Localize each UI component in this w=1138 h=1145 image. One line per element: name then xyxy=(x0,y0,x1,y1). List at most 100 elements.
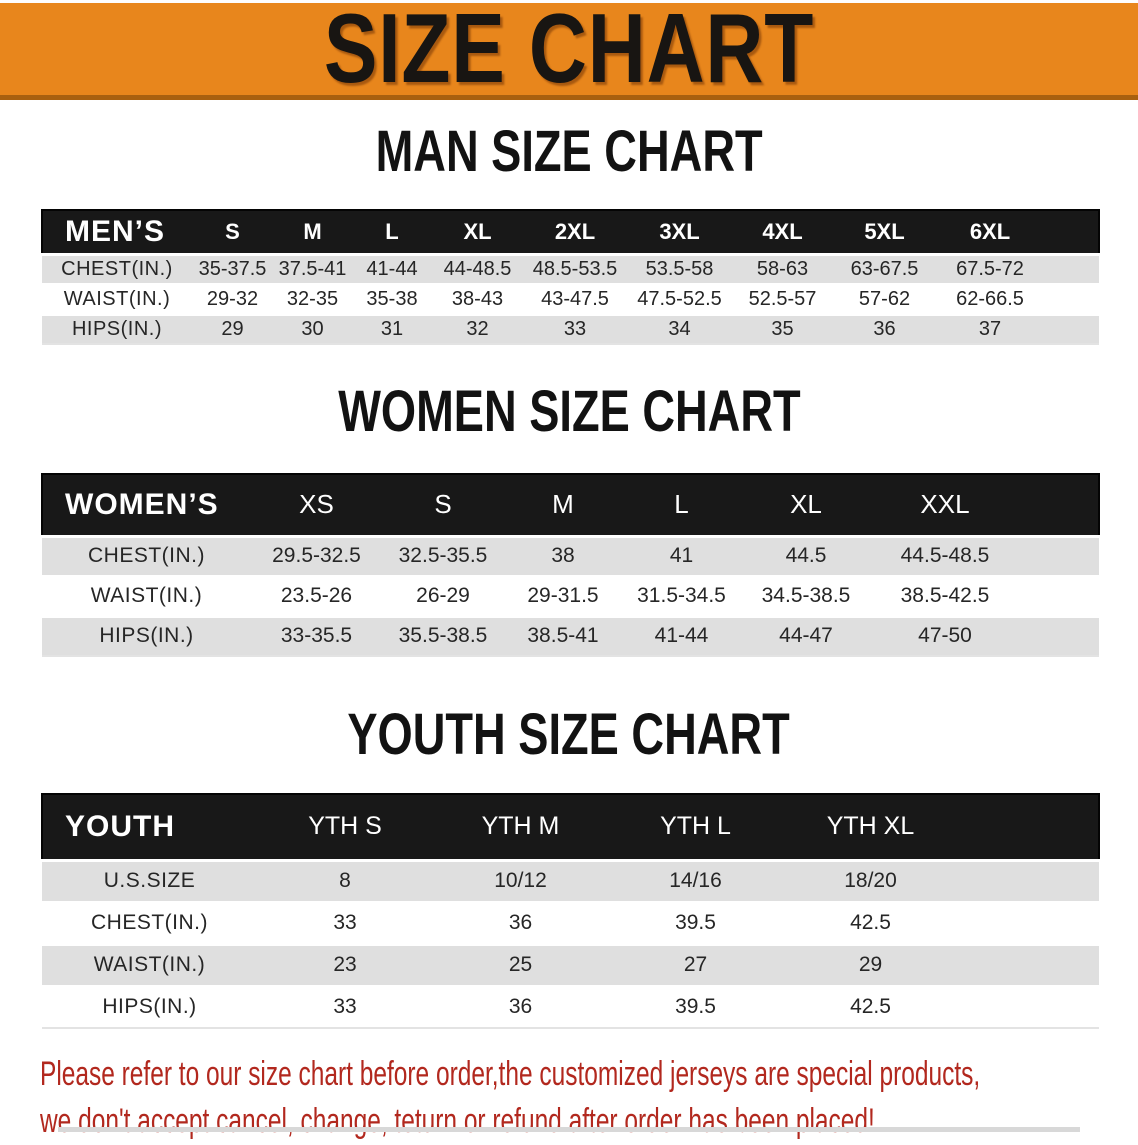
size-cell: 41 xyxy=(669,544,694,567)
size-cell: 44.5 xyxy=(785,544,827,567)
men-size-col-5xl: 5XL xyxy=(864,218,905,244)
men-size-table: MEN’S S M L XL 2XL 3XL 4XL 5XL 6XL CHEST… xyxy=(41,209,1100,345)
banner: SIZE CHART xyxy=(0,0,1138,100)
size-cell: 25 xyxy=(508,953,533,976)
row-label: HIPS(IN.) xyxy=(102,995,197,1019)
size-cell: 35-37.5 xyxy=(198,257,267,280)
size-cell: 8 xyxy=(339,869,351,892)
men-size-col-3xl: 3XL xyxy=(659,218,700,244)
size-cell: 35 xyxy=(771,317,794,340)
spacer-cell xyxy=(958,860,1099,902)
youth-heading-text: YOUTH SIZE CHART xyxy=(347,702,791,767)
row-label: CHEST(IN.) xyxy=(91,911,208,934)
youth-size-col-l: YTH L xyxy=(660,812,731,841)
row-label: WAIST(IN.) xyxy=(63,287,171,310)
size-cell: 38-43 xyxy=(451,287,504,310)
size-cell: 10/12 xyxy=(494,869,547,892)
size-cell: 36 xyxy=(508,995,533,1019)
men-heading: MAN SIZE CHART xyxy=(0,119,1138,188)
men-heading-text: MAN SIZE CHART xyxy=(375,119,763,184)
women-size-col-m: M xyxy=(552,489,574,520)
size-cell: 47-50 xyxy=(918,624,972,648)
size-cell: 32.5-35.5 xyxy=(398,544,488,567)
spacer-cell xyxy=(1019,616,1099,656)
women-size-col-l: L xyxy=(674,489,689,520)
size-cell: 57-62 xyxy=(858,287,911,310)
size-cell: 38 xyxy=(551,544,575,567)
spacer-cell xyxy=(1044,314,1099,344)
size-cell: 43-47.5 xyxy=(541,287,609,310)
men-waist-row: WAIST(IN.) 29-32 32-35 35-38 38-43 43-47… xyxy=(42,284,1099,314)
size-cell: 48.5-53.5 xyxy=(532,257,618,280)
women-header-row: WOMEN’S XS S M L XL XXL xyxy=(42,474,1099,536)
size-cell: 53.5-58 xyxy=(645,257,714,280)
size-cell: 32 xyxy=(466,317,489,340)
women-size-col-s: S xyxy=(434,489,452,520)
spacer-cell xyxy=(958,944,1099,986)
size-cell: 14/16 xyxy=(669,869,722,892)
women-heading: WOMEN SIZE CHART xyxy=(0,383,1138,448)
men-corner-label: MEN’S xyxy=(65,214,166,248)
size-cell: 29-32 xyxy=(206,287,259,310)
youth-waist-row: WAIST(IN.) 23 25 27 29 xyxy=(42,944,1099,986)
spacer-cell xyxy=(958,794,1099,860)
youth-section: YOUTH SIZE CHART YOUTH YTH S YTH M YTH L… xyxy=(0,702,1138,1029)
spacer-cell xyxy=(958,902,1099,944)
men-size-col-xl: XL xyxy=(463,218,492,244)
women-size-col-xxl: XXL xyxy=(920,489,970,520)
size-cell: 34 xyxy=(668,317,691,340)
size-cell: 35-38 xyxy=(366,287,418,310)
size-cell: 26-29 xyxy=(416,584,470,607)
size-cell: 29 xyxy=(221,317,244,340)
size-cell: 44.5-48.5 xyxy=(900,544,990,567)
size-cell: 32-35 xyxy=(286,287,339,310)
women-size-col-xs: XS xyxy=(299,489,334,520)
men-size-col-s: S xyxy=(225,218,240,244)
size-cell: 39.5 xyxy=(675,995,716,1019)
size-cell: 44-47 xyxy=(779,624,833,648)
bottom-strip xyxy=(58,1127,1080,1132)
youth-size-table: YOUTH YTH S YTH M YTH L YTH XL U.S.SIZE … xyxy=(41,793,1100,1029)
size-cell: 41-44 xyxy=(654,624,709,648)
size-cell: 52.5-57 xyxy=(748,287,817,310)
youth-size-col-s: YTH S xyxy=(308,812,382,841)
size-cell: 42.5 xyxy=(850,911,891,934)
size-cell: 58-63 xyxy=(756,257,809,280)
row-label: HIPS(IN.) xyxy=(71,317,163,340)
footer-line-2: we don't accept cancel, change, teturn o… xyxy=(40,1102,875,1140)
size-cell: 29.5-32.5 xyxy=(272,544,361,567)
size-cell: 47.5-52.5 xyxy=(637,287,722,310)
row-label: U.S.SIZE xyxy=(103,869,196,892)
youth-heading: YOUTH SIZE CHART xyxy=(0,702,1138,771)
youth-corner-label: YOUTH xyxy=(65,809,175,843)
women-section: WOMEN SIZE CHART WOMEN’S XS S M L XL XXL… xyxy=(0,383,1138,657)
size-cell: 62-66.5 xyxy=(956,287,1024,310)
youth-chest-row: CHEST(IN.) 33 36 39.5 42.5 xyxy=(42,902,1099,944)
row-label: WAIST(IN.) xyxy=(90,584,203,607)
spacer-cell xyxy=(1019,536,1099,576)
footer-line-1: Please refer to our size chart before or… xyxy=(40,1055,981,1093)
page-title-wrap: SIZE CHART xyxy=(0,0,1138,116)
spacer-cell xyxy=(1044,284,1099,314)
page-title: SIZE CHART xyxy=(323,0,815,103)
size-cell: 37 xyxy=(978,317,1002,340)
size-cell: 33 xyxy=(333,911,357,934)
men-header-row: MEN’S S M L XL 2XL 3XL 4XL 5XL 6XL xyxy=(42,210,1099,254)
row-label: CHEST(IN.) xyxy=(88,544,205,567)
size-cell: 31.5-34.5 xyxy=(637,584,726,607)
size-cell: 23.5-26 xyxy=(280,584,353,607)
size-cell: 36 xyxy=(508,911,533,934)
women-size-col-xl: XL xyxy=(790,489,822,520)
women-corner-label: WOMEN’S xyxy=(65,487,219,521)
size-cell: 37.5-41 xyxy=(278,257,347,280)
size-cell: 63-67.5 xyxy=(850,257,919,280)
spacer-cell xyxy=(958,986,1099,1028)
size-cell: 34.5-38.5 xyxy=(761,584,851,607)
size-cell: 41-44 xyxy=(366,257,418,280)
size-cell: 39.5 xyxy=(675,911,716,934)
men-size-col-l: L xyxy=(385,218,399,244)
youth-size-col-m: YTH M xyxy=(481,812,560,841)
row-label: CHEST(IN.) xyxy=(61,257,173,280)
size-cell: 38.5-42.5 xyxy=(900,584,990,607)
size-cell: 27 xyxy=(683,953,708,976)
